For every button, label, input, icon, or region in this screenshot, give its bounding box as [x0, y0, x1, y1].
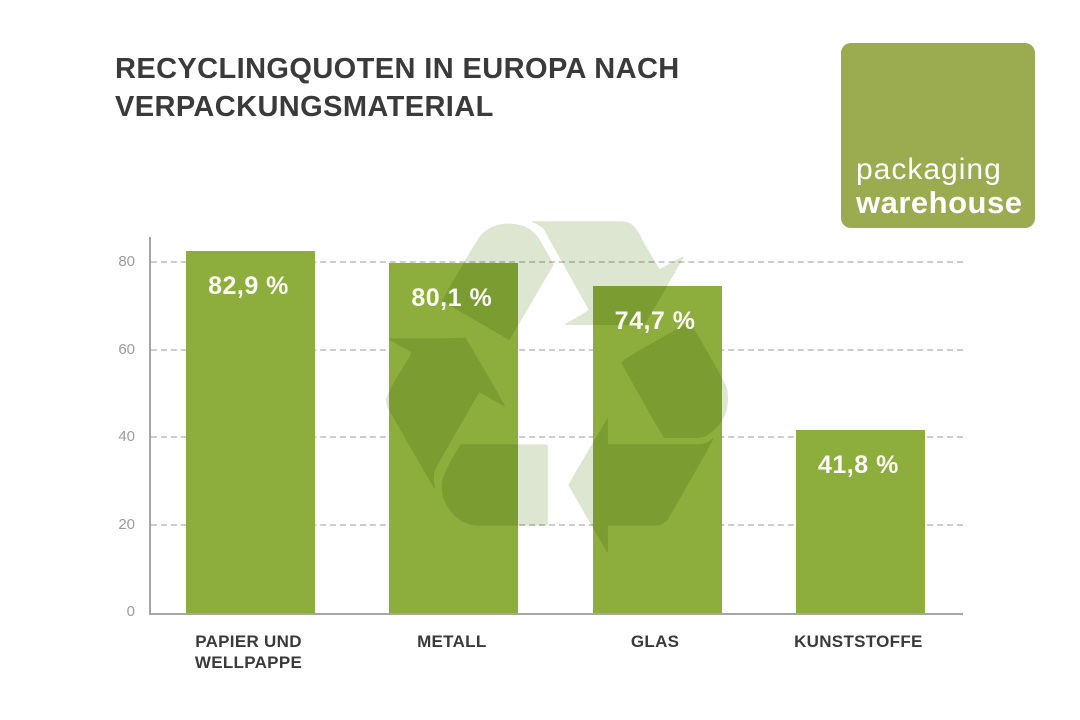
- logo-packaging-warehouse: packaging warehouse: [841, 43, 1035, 228]
- bar-value-label: 82,9 %: [208, 271, 289, 300]
- recycling-symbol-watermark-icon: ♻: [346, 116, 768, 663]
- bar-value-label: 74,7 %: [614, 307, 696, 336]
- category-label: GLAS: [630, 632, 680, 651]
- logo-line-packaging: packaging: [856, 153, 1002, 186]
- y-axis-tick: 60: [118, 340, 135, 358]
- y-axis-tick: 0: [126, 603, 135, 620]
- category-label: PAPIER UND WELLPAPPE: [194, 632, 303, 672]
- logo-text: packaging warehouse: [856, 153, 1022, 220]
- page-title-line1: RECYCLINGQUOTEN IN EUROPA NACH: [115, 53, 680, 85]
- y-axis-tick: 20: [118, 515, 135, 533]
- category-label: KUNSTSTOFFE: [794, 632, 923, 651]
- bar: [592, 286, 722, 613]
- bar: [186, 250, 315, 613]
- page-title: RECYCLINGQUOTEN IN EUROPA NACH VERPACKUN…: [115, 50, 680, 126]
- y-axis-tick: 80: [118, 253, 135, 271]
- bar-value-label: 80,1 %: [411, 283, 493, 312]
- category-label: METALL: [417, 632, 487, 651]
- gridline: [151, 261, 963, 264]
- page-title-line2: VERPACKUNGSMATERIAL: [115, 91, 494, 123]
- gridline: [151, 436, 963, 439]
- y-axis-tick: 40: [118, 428, 135, 446]
- gridline: [151, 523, 963, 526]
- bar: [389, 262, 519, 613]
- gridline: [151, 348, 963, 351]
- bar: [795, 430, 925, 613]
- bar-value-label: 41,8 %: [817, 451, 899, 480]
- logo-line-warehouse: warehouse: [856, 185, 1023, 220]
